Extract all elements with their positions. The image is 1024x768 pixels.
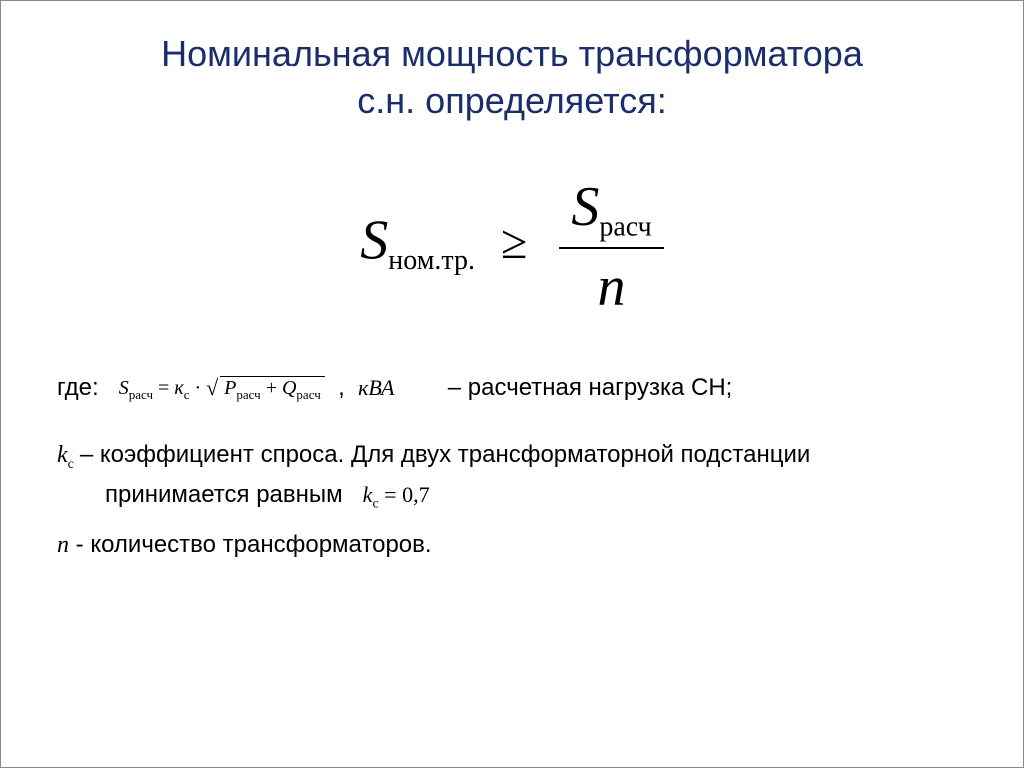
s-rasch-formula: Sрасч = кс · Pрасч + Qрасч: [119, 372, 325, 406]
fraction: Sрасч n: [559, 175, 663, 320]
kc-line: kс – коэффициент спроса. Для двух трансф…: [57, 436, 975, 516]
main-formula: Sном.тр. ≥ Sрасч n: [1, 175, 1023, 320]
slide-title: Номинальная мощность трансформатора с.н.…: [1, 1, 1023, 125]
kv-rhs: 0,7: [402, 482, 430, 507]
n-line: n - количество трансформаторов.: [57, 526, 975, 564]
where-line: где: Sрасч = кс · Pрасч + Qрасч , кВА – …: [57, 369, 975, 407]
denominator: n: [559, 249, 663, 319]
kc-line2: принимается равным kс = 0,7: [57, 476, 975, 516]
num-sub: расч: [599, 211, 651, 242]
Psub: расч: [236, 387, 260, 402]
kc-s: с: [68, 456, 74, 471]
kv-eq: =: [384, 482, 396, 507]
kc-sub: с: [184, 387, 190, 402]
srasch-S: S: [119, 377, 129, 399]
title-line1: Номинальная мощность трансформатора: [161, 33, 863, 74]
relation: ≥: [501, 216, 527, 269]
s-rasch-desc: – расчетная нагрузка СН;: [448, 374, 733, 401]
where-label: где:: [57, 374, 99, 401]
dot: ·: [194, 377, 201, 399]
lhs-sub: ном.тр.: [388, 245, 475, 276]
unit: кВА: [358, 375, 394, 400]
plus: +: [266, 377, 277, 399]
srasch-sub: расч: [129, 387, 153, 402]
body-text: где: Sрасч = кс · Pрасч + Qрасч , кВА – …: [57, 369, 975, 564]
n-desc: - количество трансформаторов.: [76, 531, 432, 558]
P: P: [224, 377, 236, 399]
lhs-symbol: S: [360, 209, 388, 271]
title-line2: с.н. определяется:: [357, 80, 666, 121]
numerator: Sрасч: [559, 175, 663, 250]
kc-var: kс: [57, 442, 80, 468]
kc-k: k: [57, 442, 68, 468]
kv-k: k: [363, 482, 373, 507]
Q: Q: [282, 377, 296, 399]
kc-sym: к: [174, 377, 183, 399]
n-var: n: [57, 532, 69, 558]
kc-desc1: – коэффициент спроса. Для двух трансформ…: [80, 441, 810, 468]
kv-s: с: [372, 496, 378, 511]
kc-desc2: принимается равным: [105, 481, 343, 508]
Qsub: расч: [296, 387, 320, 402]
kc-val: kс = 0,7: [363, 482, 430, 507]
num-symbol: S: [571, 176, 599, 238]
sqrt: Pрасч + Qрасч: [206, 372, 325, 406]
radicand: Pрасч + Qрасч: [220, 376, 325, 399]
eq: =: [158, 377, 169, 399]
